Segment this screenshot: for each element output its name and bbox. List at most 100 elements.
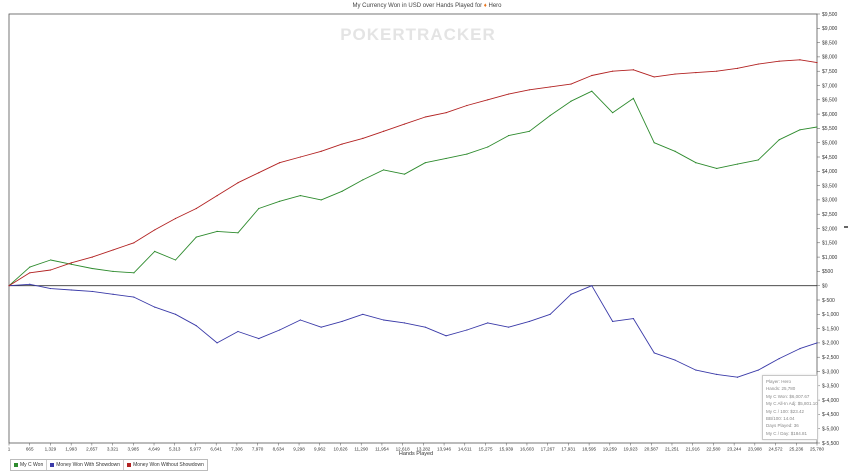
data-point: [195, 207, 197, 210]
data-point: [237, 232, 239, 234]
data-point: [195, 236, 197, 238]
data-point: [403, 173, 406, 175]
x-tick-label: 8,634: [273, 447, 285, 452]
data-point: [320, 326, 322, 328]
data-point: [445, 112, 447, 114]
data-point: [695, 162, 697, 164]
y-tick-label: $7,000: [822, 83, 838, 89]
x-tick-label: 22,580: [706, 447, 720, 452]
x-tick-label: 14,611: [458, 447, 472, 452]
data-point: [757, 63, 759, 65]
y-tick-label: $-1,500: [822, 326, 839, 332]
x-tick-label: 19,923: [624, 447, 638, 452]
data-point: [570, 100, 572, 102]
x-tick-label: 19,259: [603, 447, 617, 452]
data-point: [341, 320, 343, 323]
data-point: [403, 322, 406, 324]
data-point: [716, 167, 718, 170]
x-tick-label: 7,970: [252, 447, 264, 452]
info-line: My C / 100: $23.42: [766, 408, 805, 414]
data-point: [570, 83, 572, 85]
chart-title-text: My Currency Won in USD over Hands Played…: [352, 3, 483, 9]
data-point: [174, 217, 177, 220]
data-point: [91, 290, 93, 293]
legend-label: My C Won: [20, 462, 44, 468]
y-tick-label: $1,000: [822, 255, 838, 261]
data-point: [112, 270, 114, 272]
data-point: [424, 326, 426, 328]
data-point: [424, 116, 426, 118]
x-tick-label: 15,939: [499, 447, 513, 452]
data-point: [133, 296, 135, 298]
data-point: [383, 169, 385, 171]
x-tick-label: 7,306: [231, 447, 243, 452]
data-point: [816, 342, 818, 344]
data-point: [466, 329, 468, 331]
data-point: [632, 69, 635, 71]
x-tick-label: 20,587: [644, 447, 658, 452]
data-point: [612, 112, 614, 114]
data-point: [174, 313, 177, 315]
x-axis-label: Hands Played: [399, 451, 433, 457]
data-point: [50, 259, 52, 261]
data-point: [549, 86, 551, 88]
data-point: [299, 195, 301, 197]
legend: My C Won Money Won With Showdown Money Won…: [10, 459, 208, 471]
data-point: [507, 93, 510, 95]
data-point: [70, 289, 73, 291]
data-point: [112, 293, 114, 295]
y-tick-label: $1,500: [822, 241, 838, 247]
y-tick-label: $-4,000: [822, 398, 839, 404]
data-point: [653, 76, 655, 78]
x-tick-label: 1,329: [45, 447, 57, 452]
data-point: [591, 90, 593, 92]
data-point: [258, 172, 260, 174]
y-tick-label: $5,000: [822, 141, 838, 147]
data-point: [91, 267, 93, 270]
watermark-logo: POKERTRACKER: [340, 25, 496, 44]
data-point: [91, 256, 93, 258]
legend-item[interactable]: Money Won Without Showdown: [124, 460, 207, 470]
x-tick-label: 16,603: [520, 447, 534, 452]
data-point: [216, 230, 218, 232]
data-point: [320, 150, 322, 152]
legend-item[interactable]: My C Won: [11, 460, 48, 470]
plot-frame: [8, 13, 818, 444]
data-point: [154, 306, 156, 308]
info-line: Days Played: 36: [766, 423, 799, 429]
data-point: [195, 325, 197, 327]
data-point: [320, 199, 322, 201]
data-point: [278, 162, 281, 164]
data-point: [403, 123, 406, 125]
y-tick-label: $4,000: [822, 169, 838, 175]
data-point: [70, 263, 73, 265]
y-tick-label: $2,000: [822, 226, 838, 232]
x-tick-label: 9,962: [314, 447, 326, 452]
x-tick-label: 21,251: [665, 447, 679, 452]
x-tick-label: 3,985: [128, 447, 140, 452]
data-point: [528, 320, 530, 323]
data-point: [632, 317, 635, 320]
data-point: [29, 283, 31, 285]
y-tick-label: $-5,500: [822, 441, 839, 447]
data-point: [570, 293, 572, 295]
x-tick-label: 3,321: [107, 447, 119, 452]
x-tick-label: 10,626: [333, 447, 347, 452]
data-point: [612, 70, 614, 72]
y-tick-label: $8,000: [822, 55, 838, 61]
legend-item[interactable]: Money Won With Showdown: [47, 460, 125, 470]
data-point: [237, 182, 239, 184]
x-tick-label: 13,282: [416, 447, 430, 452]
data-point: [549, 114, 551, 117]
x-tick-label: 4,649: [148, 447, 160, 452]
data-point: [29, 272, 31, 274]
data-point: [383, 319, 385, 321]
data-point: [757, 369, 759, 371]
resize-handle[interactable]: [844, 226, 848, 228]
x-tick-label: 2,657: [86, 447, 98, 452]
x-tick-label: 17,931: [561, 447, 575, 452]
data-point: [653, 142, 655, 144]
data-point: [362, 137, 364, 140]
x-tick-label: 13,946: [437, 447, 451, 452]
